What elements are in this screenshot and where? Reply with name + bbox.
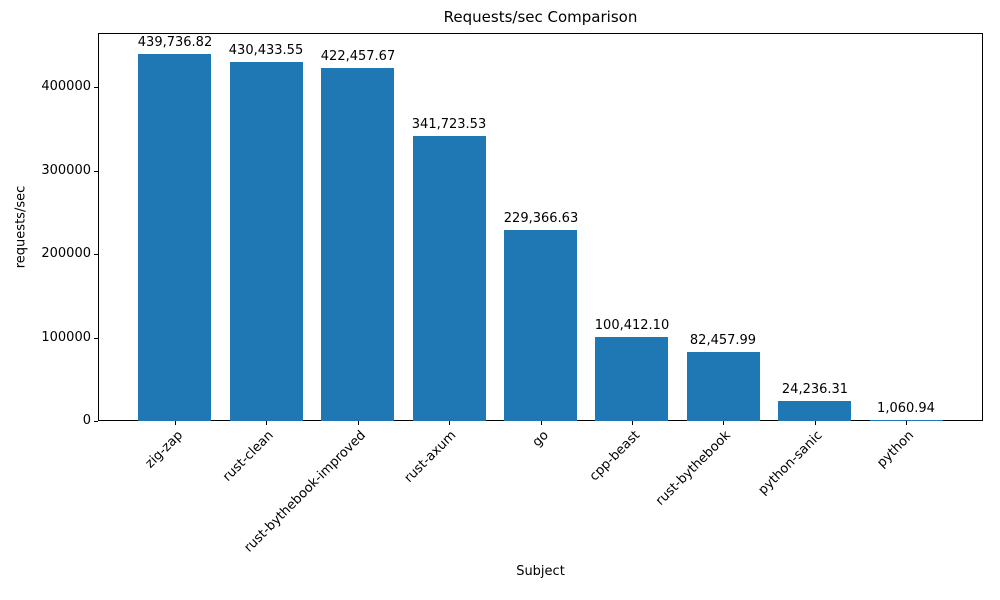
bar-value-label: 1,060.94 bbox=[877, 401, 935, 416]
bar-python bbox=[870, 420, 943, 421]
x-axis-tick bbox=[358, 421, 359, 425]
x-tick-label-go: go bbox=[529, 428, 552, 451]
bar-value-label: 422,457.67 bbox=[320, 49, 396, 64]
x-tick-label-rust-clean: rust-clean bbox=[219, 428, 277, 485]
x-tick-label-rust-bythebook: rust-bythebook bbox=[652, 428, 734, 509]
y-tick-label: 200000 bbox=[41, 246, 91, 261]
x-tick-label-python: python bbox=[873, 428, 917, 471]
x-axis-tick bbox=[175, 421, 176, 425]
y-tick-label: 300000 bbox=[41, 163, 91, 178]
x-tick-label-rust-axum: rust-axum bbox=[401, 428, 460, 486]
bar-value-label: 430,433.55 bbox=[228, 43, 304, 58]
bar-rust-axum bbox=[413, 136, 486, 421]
bar-value-label: 82,457.99 bbox=[689, 333, 757, 348]
chart-title: Requests/sec Comparison bbox=[443, 8, 638, 26]
x-axis-tick bbox=[266, 421, 267, 425]
bar-value-label: 229,366.63 bbox=[503, 211, 579, 226]
bar-zig-zap bbox=[138, 54, 211, 421]
y-tick-label: 100000 bbox=[41, 330, 91, 345]
bar-value-label: 341,723.53 bbox=[411, 117, 487, 132]
y-axis-tick bbox=[94, 338, 98, 339]
bar-rust-bythebook bbox=[687, 352, 760, 421]
y-axis-tick bbox=[94, 87, 98, 88]
bar-rust-bythebook-improved bbox=[321, 68, 394, 421]
bar-value-label: 100,412.10 bbox=[594, 318, 670, 333]
bar-value-label: 439,736.82 bbox=[137, 35, 213, 50]
bar-value-label: 24,236.31 bbox=[781, 382, 849, 397]
bar-go bbox=[504, 230, 577, 421]
y-axis-tick bbox=[94, 254, 98, 255]
y-tick-label: 400000 bbox=[41, 79, 91, 94]
y-tick-label: 0 bbox=[82, 413, 91, 428]
x-axis-tick bbox=[906, 421, 907, 425]
x-axis-tick bbox=[632, 421, 633, 425]
bar-rust-clean bbox=[230, 62, 303, 421]
x-axis-title: Subject bbox=[516, 564, 565, 579]
x-tick-label-python-sanic: python-sanic bbox=[755, 428, 826, 498]
x-axis-tick bbox=[723, 421, 724, 425]
x-axis-tick bbox=[815, 421, 816, 425]
x-tick-label-cpp-beast: cpp-beast bbox=[586, 428, 643, 485]
x-tick-label-zig-zap: zig-zap bbox=[142, 428, 186, 472]
x-axis-tick bbox=[541, 421, 542, 425]
x-axis-tick bbox=[449, 421, 450, 425]
bar-python-sanic bbox=[778, 401, 851, 421]
bar-cpp-beast bbox=[595, 337, 668, 421]
y-axis-tick bbox=[94, 171, 98, 172]
y-axis-tick bbox=[94, 421, 98, 422]
